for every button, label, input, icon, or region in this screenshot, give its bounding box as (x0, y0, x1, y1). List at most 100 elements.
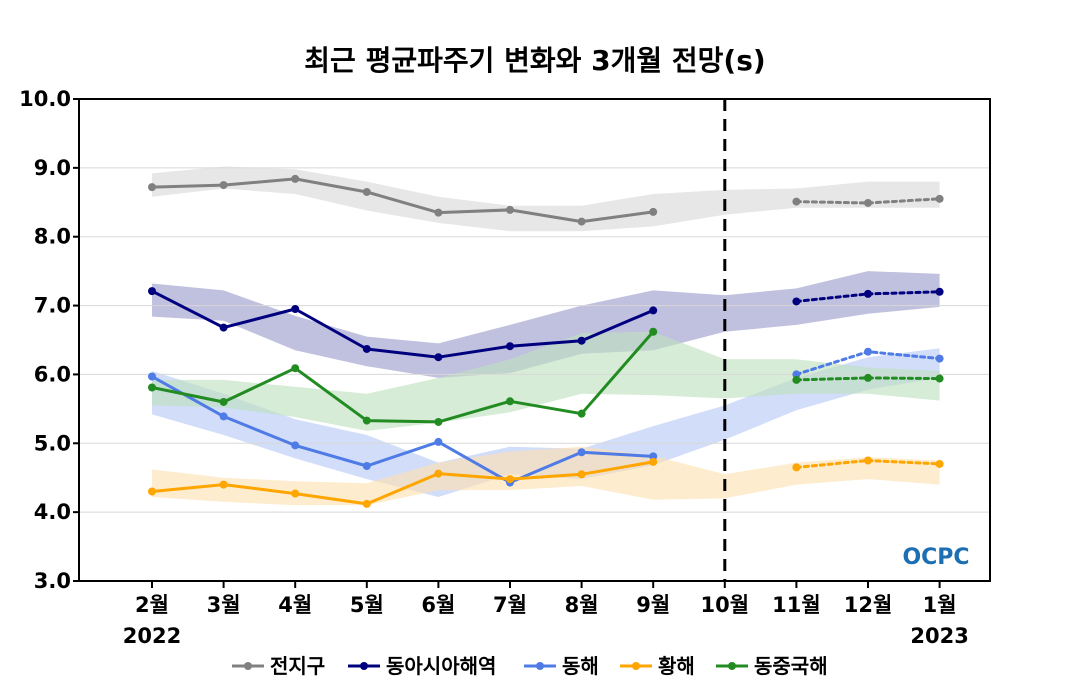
legend-label: 황해 (658, 654, 695, 678)
point-forecast-3-1 (864, 456, 872, 465)
line-observed-2 (151, 375, 654, 484)
point-0-4 (434, 208, 443, 217)
point-1-2 (291, 305, 300, 314)
legend-label: 동중국해 (754, 654, 828, 678)
x-axis: 2월 3월 4월 5월 6월 7월 8월 9월 10월 11월 12월 1월 2022 2023 (123, 581, 969, 648)
x-tick-label: 10월 (701, 593, 750, 617)
y-tick-label: 6.0 (34, 362, 71, 386)
point-1-4 (434, 353, 443, 362)
point-0-3 (362, 187, 371, 196)
ocpc-logo: OCPC (902, 545, 969, 570)
point-forecast-4-0 (792, 375, 801, 384)
point-1-0 (148, 287, 156, 296)
point-4-3 (362, 416, 371, 425)
point-2-3 (362, 462, 371, 471)
point-forecast-1-0 (792, 297, 801, 306)
point-3-7 (649, 457, 658, 466)
x-tick-label: 4월 (278, 593, 312, 617)
chart-title: 최근 평균파주기 변화와 3개월 전망(s) (304, 44, 765, 77)
point-0-5 (506, 205, 514, 214)
band-series-1 (152, 271, 940, 378)
point-2-4 (434, 437, 443, 446)
logo-text: OCPC (902, 545, 969, 570)
point-0-0 (148, 183, 156, 192)
legend-label: 전지구 (270, 654, 325, 678)
point-forecast-2-2 (935, 354, 944, 363)
point-4-7 (649, 327, 658, 336)
y-tick-label: 7.0 (34, 294, 71, 318)
legend-label: 동아시아해역 (386, 654, 496, 678)
y-tick-label: 4.0 (34, 500, 71, 524)
point-3-4 (434, 469, 443, 478)
x-tick-label: 2월 (135, 593, 169, 617)
point-forecast-0-2 (935, 194, 944, 203)
legend-swatch-marker-2 (536, 662, 544, 670)
point-1-1 (219, 323, 228, 332)
legend-swatch-marker-3 (632, 662, 640, 670)
point-0-2 (291, 174, 300, 183)
y-tick-label: 8.0 (34, 225, 71, 249)
point-2-2 (291, 441, 300, 450)
point-3-0 (148, 487, 156, 496)
legend-swatch-marker-4 (728, 662, 736, 670)
point-0-1 (219, 181, 228, 190)
x-tick-label: 1월 (923, 593, 957, 617)
line-observed-1 (151, 289, 654, 359)
x-tick-label: 6월 (421, 593, 455, 617)
point-forecast-1-2 (935, 287, 944, 296)
plot-area-frame (78, 98, 991, 582)
point-forecast-4-1 (864, 373, 872, 382)
point-3-5 (506, 475, 514, 484)
point-0-7 (649, 207, 658, 216)
point-forecast-4-2 (935, 374, 944, 383)
legend: 전지구 동아시아해역 동해 황해 동중국해 (232, 654, 828, 678)
y-tick-label: 5.0 (34, 431, 71, 455)
point-3-2 (291, 489, 300, 498)
x-year-label: 2022 (123, 624, 181, 648)
uncertainty-bands (152, 166, 940, 506)
point-2-1 (219, 412, 228, 421)
point-4-5 (506, 397, 514, 406)
point-4-4 (434, 417, 443, 426)
point-4-2 (291, 364, 300, 373)
x-tick-label: 5월 (350, 593, 384, 617)
x-tick-label: 3월 (207, 593, 241, 617)
series-points (148, 174, 944, 508)
x-tick-label: 12월 (844, 593, 893, 617)
point-2-7 (649, 452, 658, 461)
point-1-6 (577, 336, 586, 345)
point-forecast-3-0 (792, 463, 801, 472)
legend-label: 동해 (562, 654, 599, 678)
point-1-7 (649, 306, 658, 315)
point-forecast-0-1 (864, 198, 872, 207)
x-tick-label: 7월 (493, 593, 527, 617)
y-axis: 3.0 4.0 5.0 6.0 7.0 8.0 9.0 10.0 (19, 87, 79, 593)
line-observed-4 (151, 330, 655, 424)
line-observed-3 (151, 460, 654, 506)
band-series-0 (152, 166, 940, 232)
point-forecast-1-1 (864, 289, 872, 298)
y-tick-label: 10.0 (19, 87, 71, 111)
y-tick-label: 3.0 (34, 569, 71, 593)
point-3-3 (362, 499, 371, 508)
point-3-6 (577, 470, 586, 479)
point-forecast-0-0 (792, 197, 801, 206)
point-0-6 (577, 217, 586, 226)
x-tick-label: 8월 (565, 593, 599, 617)
point-4-0 (148, 383, 156, 392)
line-observed-0 (151, 177, 654, 224)
y-tick-label: 9.0 (34, 156, 71, 180)
point-1-3 (362, 344, 371, 353)
point-1-5 (506, 342, 514, 351)
point-2-6 (577, 448, 586, 457)
legend-swatch-marker-0 (244, 662, 252, 670)
point-4-6 (577, 409, 586, 418)
point-forecast-2-1 (864, 347, 872, 356)
x-tick-label: 9월 (636, 593, 670, 617)
point-3-1 (219, 480, 228, 489)
point-forecast-2-0 (792, 370, 801, 379)
point-forecast-3-2 (935, 459, 944, 468)
legend-swatch-marker-1 (360, 662, 368, 670)
point-4-1 (219, 397, 228, 406)
